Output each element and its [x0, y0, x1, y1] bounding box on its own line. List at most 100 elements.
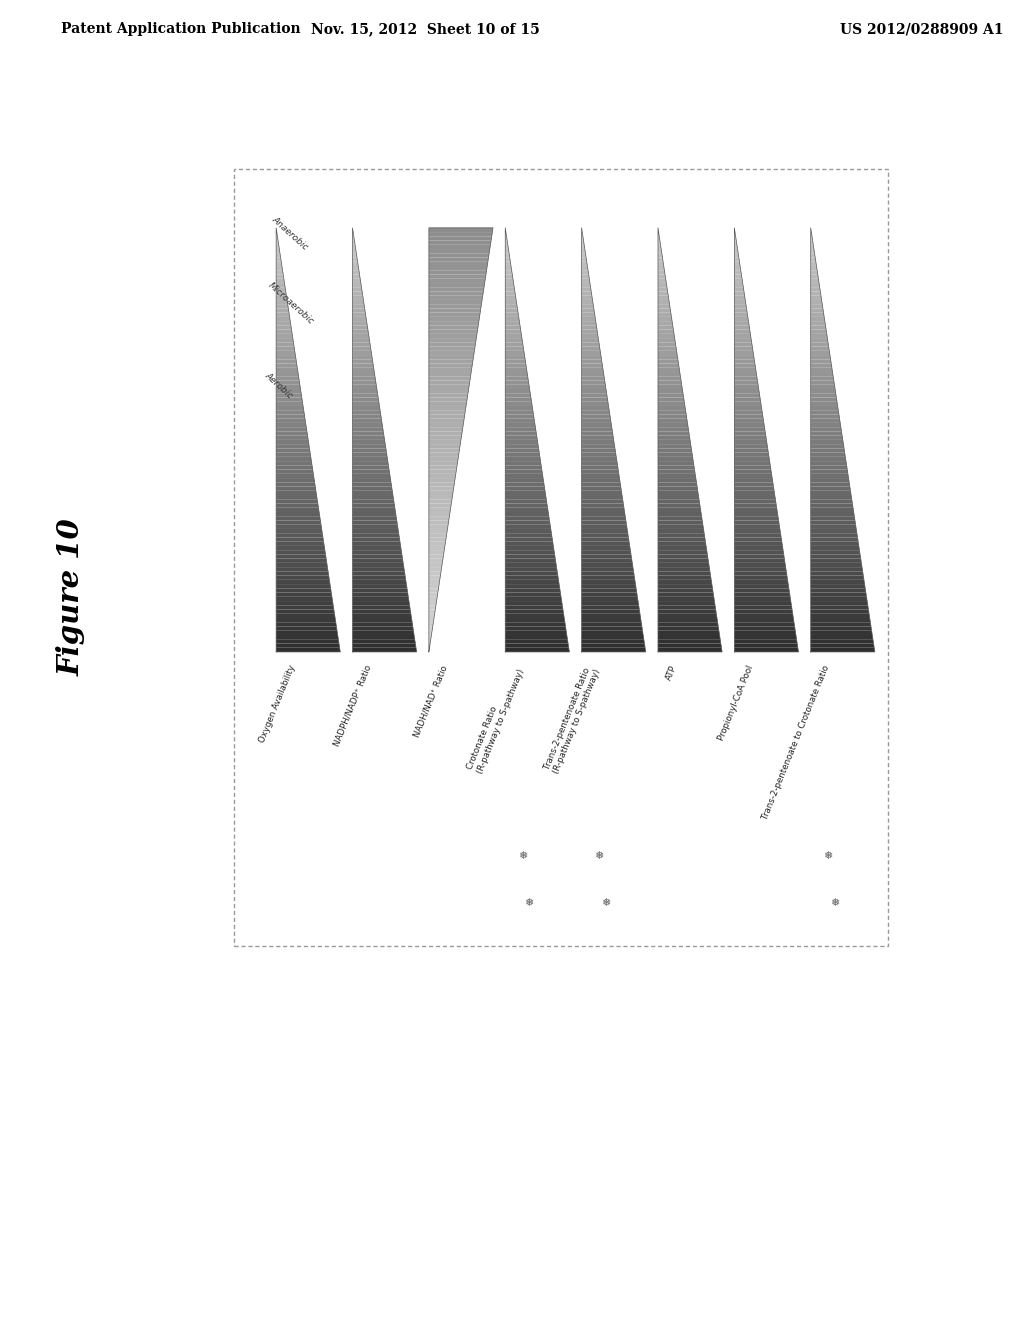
Polygon shape	[352, 593, 409, 597]
Polygon shape	[276, 304, 289, 309]
Polygon shape	[276, 321, 291, 325]
Polygon shape	[276, 393, 302, 397]
Polygon shape	[811, 393, 837, 397]
Polygon shape	[582, 372, 604, 376]
Polygon shape	[811, 292, 821, 296]
Polygon shape	[505, 257, 510, 261]
Polygon shape	[734, 491, 775, 495]
Polygon shape	[352, 610, 411, 614]
Polygon shape	[811, 512, 854, 516]
Polygon shape	[352, 627, 414, 631]
Polygon shape	[734, 457, 770, 461]
Polygon shape	[352, 562, 403, 568]
Polygon shape	[505, 470, 543, 474]
Polygon shape	[658, 529, 705, 533]
Polygon shape	[811, 631, 872, 635]
Polygon shape	[505, 461, 541, 466]
Polygon shape	[582, 614, 641, 618]
Polygon shape	[582, 355, 601, 359]
Polygon shape	[658, 478, 696, 482]
Polygon shape	[352, 401, 380, 407]
Polygon shape	[582, 376, 605, 380]
Polygon shape	[658, 618, 718, 622]
Polygon shape	[582, 635, 644, 639]
Polygon shape	[734, 529, 780, 533]
Polygon shape	[429, 516, 450, 520]
Polygon shape	[276, 380, 300, 384]
Polygon shape	[429, 384, 469, 389]
Polygon shape	[734, 627, 796, 631]
Polygon shape	[658, 491, 698, 495]
Polygon shape	[276, 271, 284, 275]
Polygon shape	[658, 643, 722, 648]
Polygon shape	[658, 495, 699, 499]
Polygon shape	[811, 401, 838, 407]
Polygon shape	[429, 436, 462, 440]
Polygon shape	[276, 432, 307, 436]
Polygon shape	[811, 466, 847, 470]
Polygon shape	[429, 533, 446, 537]
Polygon shape	[658, 554, 708, 558]
Polygon shape	[505, 397, 531, 401]
Polygon shape	[352, 533, 399, 537]
Polygon shape	[352, 282, 361, 288]
Polygon shape	[352, 232, 353, 236]
Polygon shape	[429, 288, 484, 292]
Polygon shape	[352, 470, 390, 474]
Polygon shape	[658, 466, 694, 470]
Polygon shape	[658, 244, 662, 249]
Polygon shape	[658, 428, 689, 432]
Polygon shape	[811, 495, 852, 499]
Polygon shape	[352, 407, 380, 411]
Polygon shape	[505, 520, 550, 525]
Polygon shape	[505, 380, 529, 384]
Polygon shape	[276, 597, 333, 601]
Polygon shape	[352, 572, 406, 576]
Polygon shape	[352, 550, 401, 554]
Polygon shape	[582, 432, 613, 436]
Polygon shape	[276, 267, 283, 271]
Text: Propionyl-CoA Pool: Propionyl-CoA Pool	[717, 664, 755, 742]
Polygon shape	[811, 614, 869, 618]
Polygon shape	[658, 606, 716, 610]
Polygon shape	[582, 411, 610, 414]
Polygon shape	[811, 232, 812, 236]
Polygon shape	[505, 482, 545, 487]
Polygon shape	[658, 579, 712, 583]
Polygon shape	[505, 414, 535, 418]
Polygon shape	[352, 271, 359, 275]
Polygon shape	[352, 432, 384, 436]
Polygon shape	[734, 466, 771, 470]
Polygon shape	[276, 401, 303, 407]
Polygon shape	[429, 253, 489, 257]
Polygon shape	[811, 546, 859, 550]
Polygon shape	[352, 304, 365, 309]
Polygon shape	[505, 466, 542, 470]
Polygon shape	[734, 568, 786, 572]
Polygon shape	[582, 541, 630, 546]
Polygon shape	[505, 359, 525, 363]
Polygon shape	[429, 558, 443, 562]
Text: ❅: ❅	[518, 851, 527, 861]
Polygon shape	[734, 470, 771, 474]
Polygon shape	[811, 355, 830, 359]
Polygon shape	[352, 342, 371, 347]
Polygon shape	[276, 436, 308, 440]
Polygon shape	[276, 296, 287, 300]
Polygon shape	[811, 407, 839, 411]
Polygon shape	[658, 407, 685, 411]
Polygon shape	[429, 228, 493, 232]
Polygon shape	[734, 579, 788, 583]
Polygon shape	[352, 541, 400, 546]
Polygon shape	[582, 597, 638, 601]
Polygon shape	[734, 648, 799, 652]
Polygon shape	[276, 546, 325, 550]
Polygon shape	[734, 347, 753, 351]
Polygon shape	[811, 572, 863, 576]
Polygon shape	[811, 491, 851, 495]
Polygon shape	[429, 618, 434, 622]
Polygon shape	[811, 363, 831, 368]
Polygon shape	[276, 593, 332, 597]
Polygon shape	[582, 368, 603, 372]
Polygon shape	[658, 342, 676, 347]
